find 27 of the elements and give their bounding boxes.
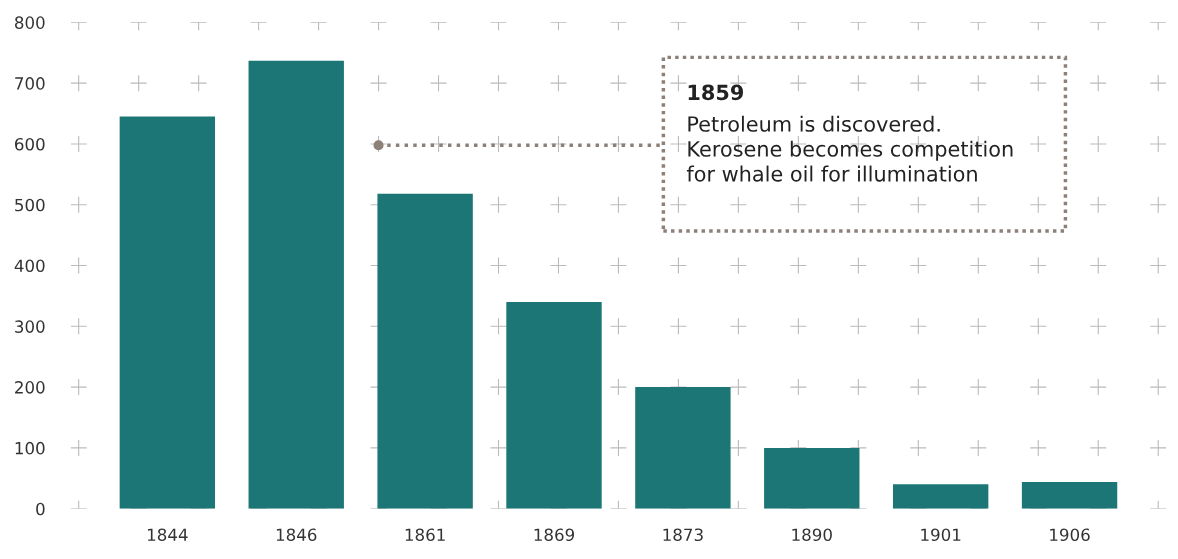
bar	[1021, 481, 1118, 509]
annotation: 1859	[688, 84, 744, 101]
x-tick-label: 1846	[276, 528, 317, 542]
bar	[892, 484, 989, 509]
bar	[119, 116, 216, 509]
bar	[506, 302, 602, 509]
annotation: Petroleum is discovered. Kerosene becomes competition for whale oil for illumination	[686, 115, 1013, 182]
y-tick-label: 100	[15, 441, 45, 455]
y-tick-label: 700	[15, 77, 45, 90]
bar	[764, 447, 860, 509]
y-tick-label: 300	[15, 320, 45, 333]
y-tick-label: 600	[15, 137, 45, 151]
y-tick-label: 400	[14, 259, 45, 273]
x-tick-label: 1906	[1050, 528, 1090, 542]
bar	[635, 387, 731, 509]
x-tick-label: 1873	[663, 528, 703, 542]
x-tick-label: 1901	[921, 528, 961, 542]
y-tick-label: 800	[15, 16, 45, 29]
bar	[377, 193, 473, 509]
y-tick-label: 500	[15, 198, 45, 212]
x-tick-label: 1890	[792, 528, 832, 542]
y-tick-label: 200	[15, 381, 45, 394]
y-tick-label: 0	[36, 502, 45, 516]
x-tick-label: 1869	[534, 528, 575, 542]
bar	[248, 60, 344, 509]
x-tick-label: 1844	[147, 528, 188, 542]
x-tick-label: 1861	[405, 528, 445, 542]
